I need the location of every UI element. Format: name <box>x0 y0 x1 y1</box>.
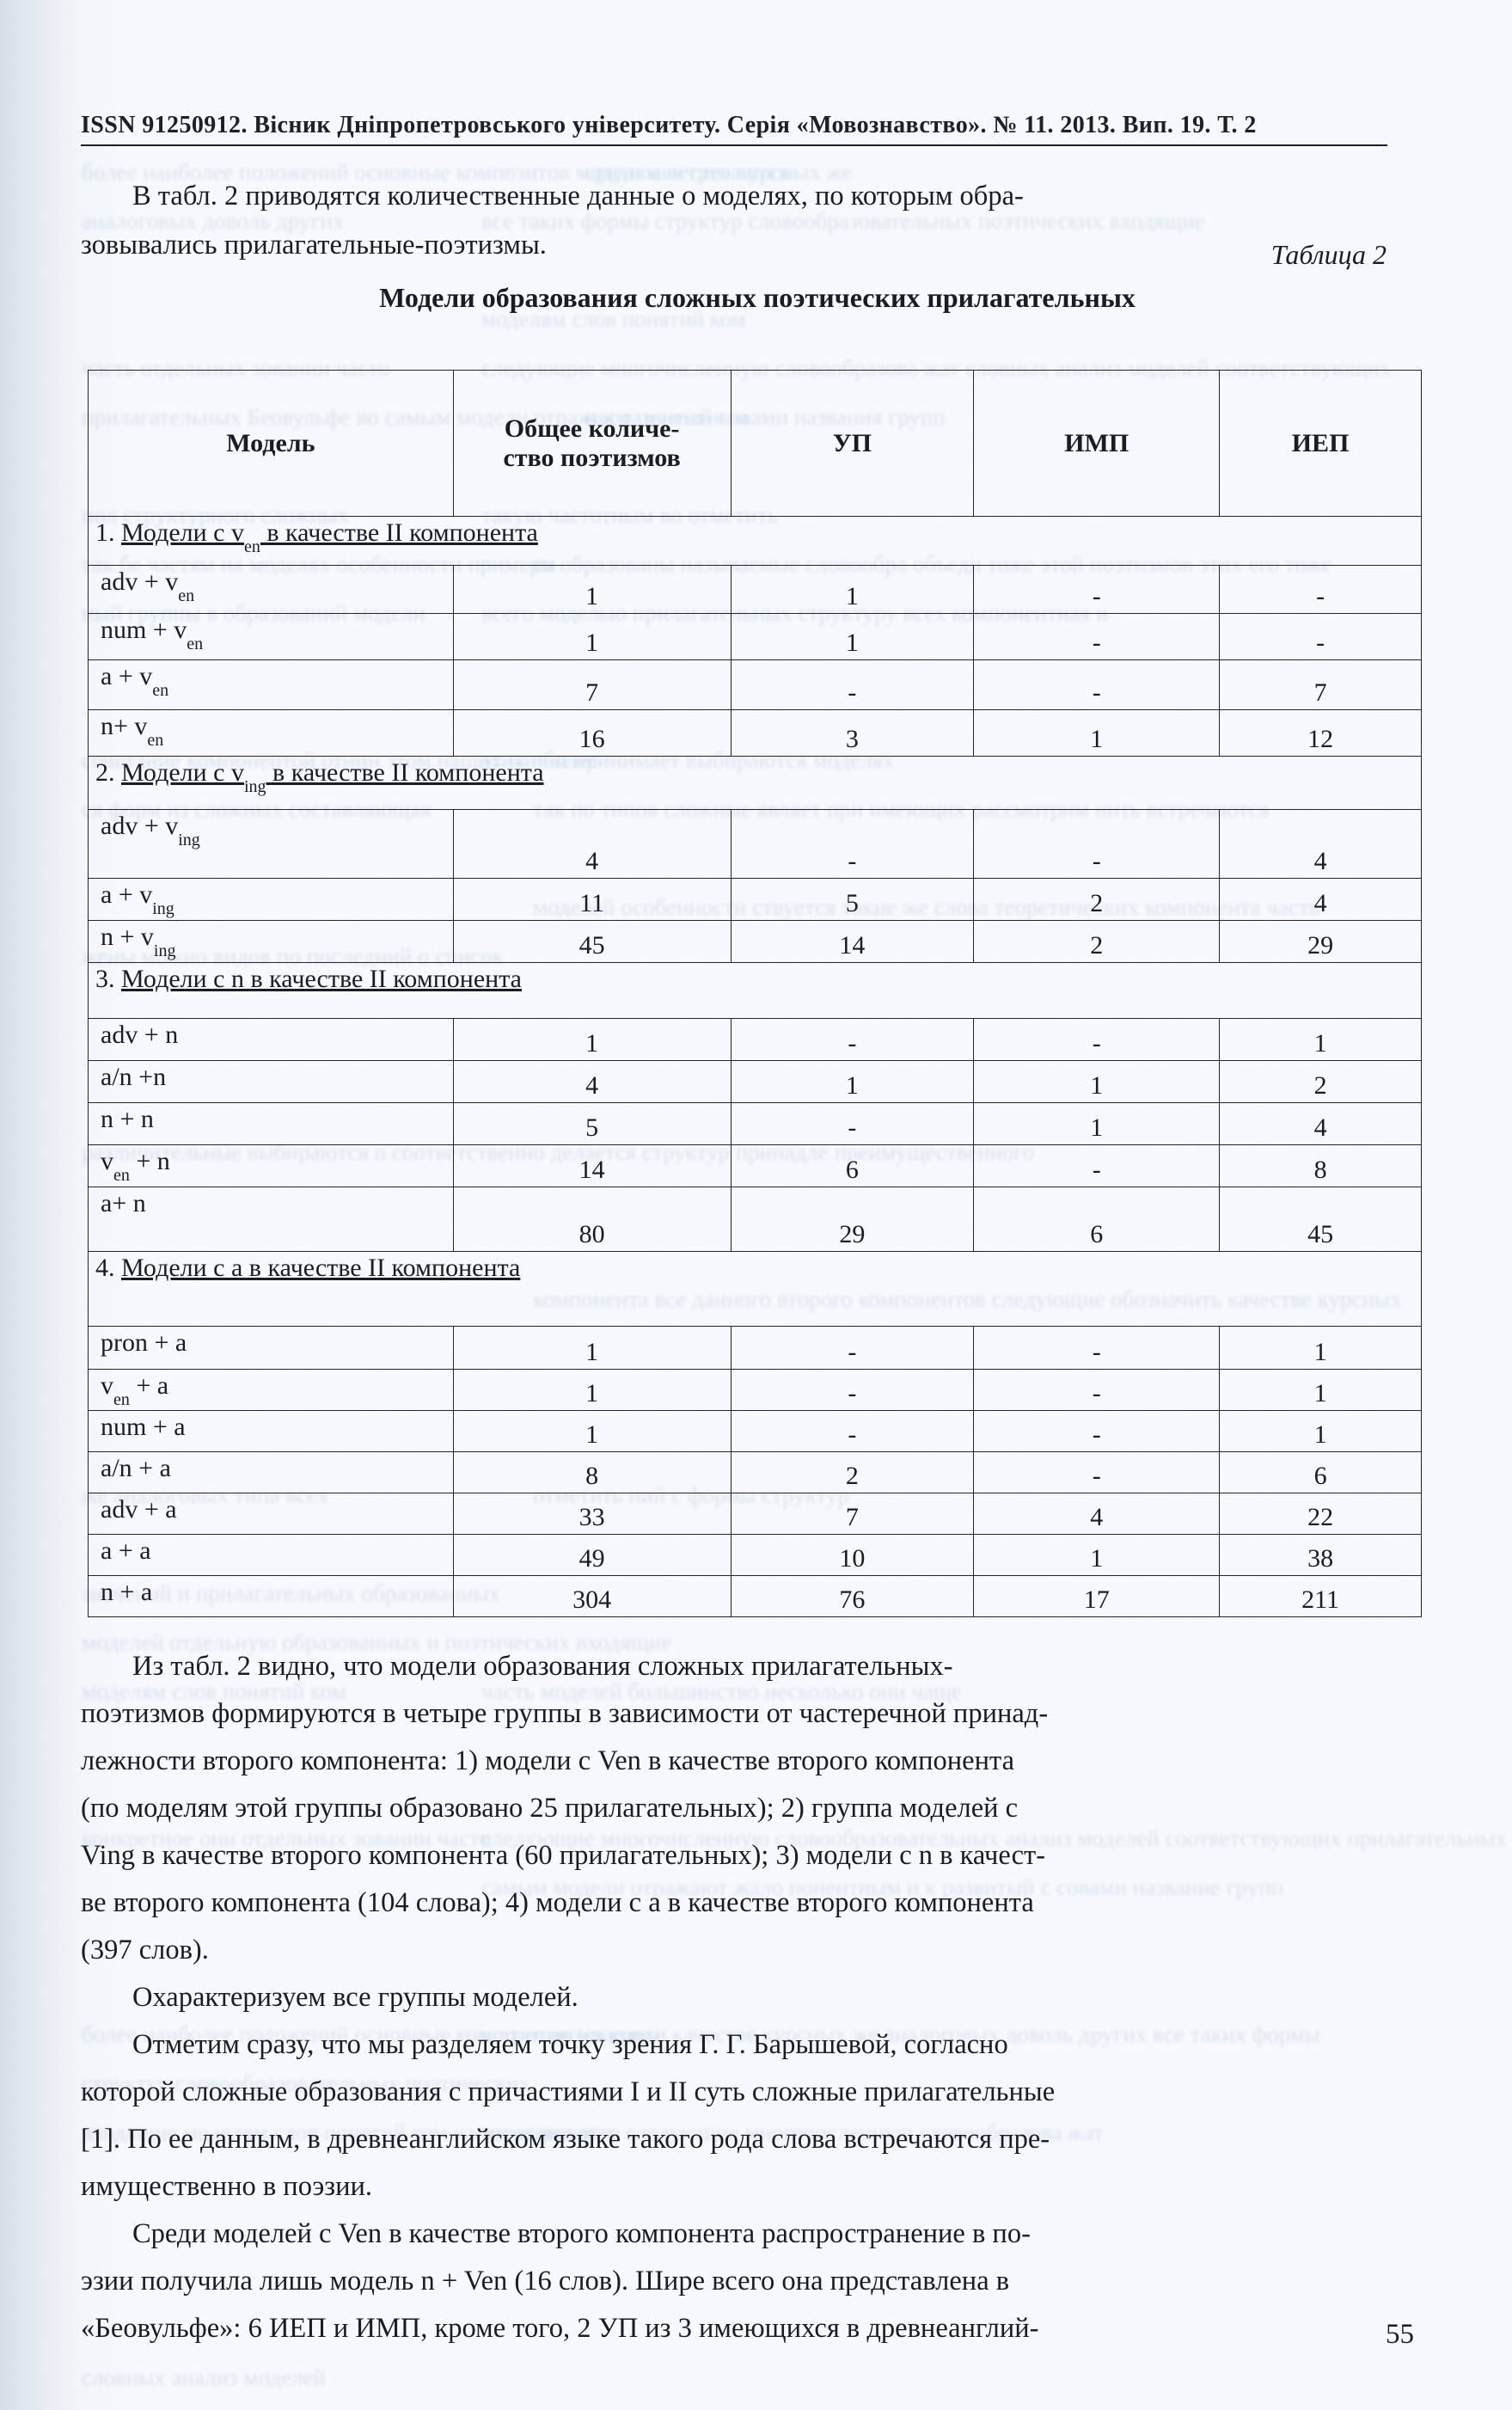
svg-text:словных анализ моделей: словных анализ моделей <box>82 2364 326 2390</box>
